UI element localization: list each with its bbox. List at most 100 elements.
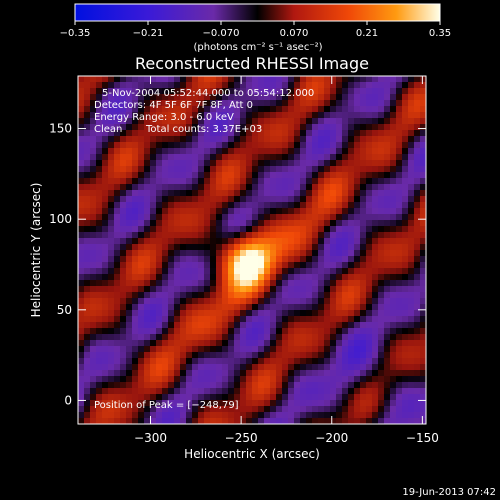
- heatmap-cell: [402, 400, 409, 407]
- heatmap-cell: [312, 316, 319, 323]
- heatmap-cell: [258, 106, 265, 113]
- heatmap-cell: [306, 310, 313, 317]
- heatmap-cell: [228, 232, 235, 239]
- heatmap-cell: [306, 298, 313, 305]
- heatmap-cell: [108, 232, 115, 239]
- heatmap-cell: [420, 94, 426, 101]
- heatmap-cell: [384, 280, 391, 287]
- heatmap-cell: [324, 166, 331, 173]
- heatmap-cell: [228, 382, 235, 389]
- heatmap-cell: [324, 214, 331, 221]
- heatmap-cell: [342, 166, 349, 173]
- heatmap-cell: [420, 232, 426, 239]
- heatmap-cell: [360, 406, 367, 413]
- heatmap-cell: [168, 412, 175, 419]
- heatmap-cell: [288, 364, 295, 371]
- heatmap-cell: [258, 280, 265, 287]
- heatmap-cell: [396, 322, 403, 329]
- heatmap-cell: [120, 292, 127, 299]
- annotation-method: Clean: [94, 124, 122, 135]
- heatmap-cell: [330, 220, 337, 227]
- heatmap-cell: [120, 184, 127, 191]
- heatmap-cell: [396, 184, 403, 191]
- heatmap-cell: [360, 298, 367, 305]
- heatmap-cell: [336, 190, 343, 197]
- heatmap-cell: [408, 262, 415, 269]
- heatmap-cell: [300, 136, 307, 143]
- heatmap-cell: [264, 352, 271, 359]
- heatmap-cell: [210, 310, 217, 317]
- heatmap-cell: [270, 316, 277, 323]
- heatmap-cell: [216, 328, 223, 335]
- heatmap-cell: [354, 418, 361, 424]
- heatmap-cell: [138, 178, 145, 185]
- heatmap-cell: [258, 148, 265, 155]
- heatmap-cell: [246, 328, 253, 335]
- heatmap-cell: [162, 76, 169, 83]
- heatmap-cell: [192, 328, 199, 335]
- heatmap-cell: [360, 328, 367, 335]
- heatmap-cell: [318, 310, 325, 317]
- heatmap-cell: [366, 100, 373, 107]
- heatmap-cell: [324, 178, 331, 185]
- heatmap-cell: [318, 298, 325, 305]
- heatmap-cell: [312, 346, 319, 353]
- heatmap-cell: [318, 334, 325, 341]
- heatmap-cell: [366, 418, 373, 424]
- heatmap-cell: [258, 214, 265, 221]
- heatmap-cell: [276, 232, 283, 239]
- heatmap-cell: [210, 130, 217, 137]
- heatmap-cell: [240, 376, 247, 383]
- heatmap-cell: [396, 202, 403, 209]
- heatmap-cell: [240, 256, 247, 263]
- heatmap-cell: [210, 352, 217, 359]
- heatmap-cell: [222, 412, 229, 419]
- heatmap-cell: [276, 310, 283, 317]
- heatmap-cell: [366, 130, 373, 137]
- heatmap-cell: [414, 406, 421, 413]
- heatmap-cell: [150, 394, 157, 401]
- heatmap-cell: [384, 322, 391, 329]
- heatmap-cell: [270, 166, 277, 173]
- heatmap-cell: [408, 202, 415, 209]
- heatmap-cell: [300, 292, 307, 299]
- heatmap-cell: [414, 244, 421, 251]
- heatmap-cell: [102, 244, 109, 251]
- heatmap-cell: [126, 262, 133, 269]
- heatmap-cell: [402, 154, 409, 161]
- heatmap-cell: [198, 418, 205, 424]
- heatmap-cell: [324, 280, 331, 287]
- heatmap-cell: [336, 208, 343, 215]
- heatmap-cell: [312, 106, 319, 113]
- heatmap-cell: [108, 226, 115, 233]
- heatmap-cell: [222, 202, 229, 209]
- heatmap-cell: [216, 400, 223, 407]
- heatmap-cell: [240, 214, 247, 221]
- heatmap-cell: [300, 214, 307, 221]
- heatmap-cell: [252, 310, 259, 317]
- heatmap-cell: [330, 274, 337, 281]
- heatmap-cell: [210, 184, 217, 191]
- heatmap-cell: [84, 388, 91, 395]
- heatmap-cell: [234, 124, 241, 131]
- heatmap-cell: [168, 400, 175, 407]
- heatmap-cell: [288, 202, 295, 209]
- heatmap-cell: [300, 238, 307, 245]
- heatmap-cell: [318, 82, 325, 89]
- heatmap-cell: [204, 322, 211, 329]
- heatmap-cell: [390, 220, 397, 227]
- heatmap-cell: [222, 88, 229, 95]
- heatmap-cell: [384, 370, 391, 377]
- heatmap-cell: [180, 346, 187, 353]
- heatmap-cell: [264, 100, 271, 107]
- heatmap-cell: [204, 268, 211, 275]
- heatmap-cell: [420, 328, 426, 335]
- heatmap-cell: [354, 346, 361, 353]
- heatmap-cell: [282, 82, 289, 89]
- heatmap-cell: [90, 322, 97, 329]
- heatmap-cell: [414, 112, 421, 119]
- heatmap-cell: [354, 166, 361, 173]
- heatmap-cell: [222, 256, 229, 263]
- heatmap-cell: [108, 406, 115, 413]
- heatmap-cell: [276, 418, 283, 424]
